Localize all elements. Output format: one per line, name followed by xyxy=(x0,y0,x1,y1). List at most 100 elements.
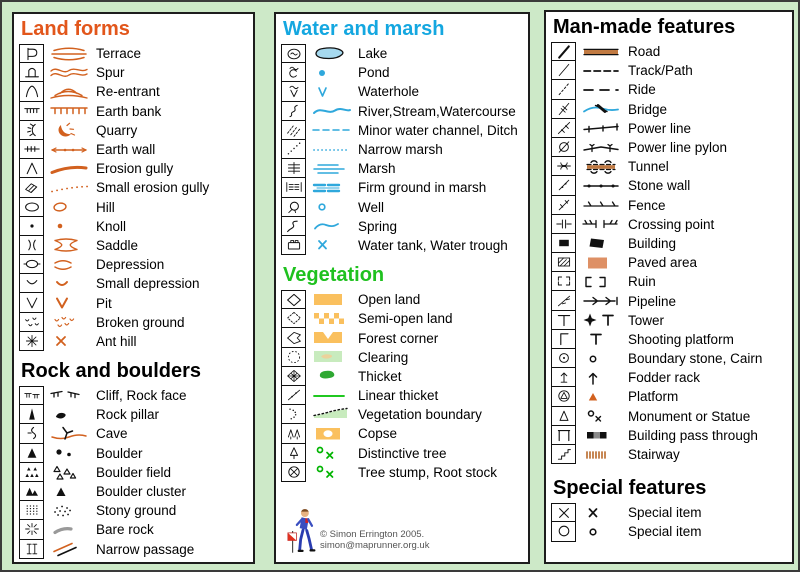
legend-row-forest-corner: Forest corner xyxy=(281,328,524,348)
quarry-symbol-icon xyxy=(47,120,91,140)
narrow-passage-symbol-icon xyxy=(47,539,91,559)
section-title-water-and-marsh: Water and marsh xyxy=(283,18,445,40)
linear-thicket-control-icon xyxy=(281,386,306,406)
boulder-control-icon xyxy=(19,443,44,463)
boulder-field-symbol-icon xyxy=(47,462,91,482)
legend-row-tree-stump: Tree stump, Root stock xyxy=(281,462,524,482)
pond-control-icon xyxy=(281,63,306,83)
small-erosion-gully-symbol-icon xyxy=(47,178,91,198)
legend-label-quarry: Quarry xyxy=(96,122,138,138)
legend-label-boulder: Boulder xyxy=(96,445,143,461)
panel-water-vegetation: Water and marsh Lake Pond Waterhole River,St… xyxy=(274,12,530,564)
legend-row-broken-ground: Broken ground xyxy=(19,312,249,332)
legend-label-small-depression: Small depression xyxy=(96,276,200,292)
cliff-control-icon xyxy=(19,386,44,406)
road-control-icon xyxy=(551,42,576,62)
legend-label-earth-bank: Earth bank xyxy=(96,103,162,119)
legend-row-pond: Pond xyxy=(281,63,524,83)
building-control-icon xyxy=(551,233,576,254)
legend-row-cave: Cave xyxy=(19,424,249,444)
legend-label-tower: Tower xyxy=(628,312,665,328)
legend-label-platform: Platform xyxy=(628,389,679,405)
stone-wall-symbol-icon xyxy=(579,176,623,196)
legend-row-special-x: Special item xyxy=(551,503,788,523)
legend-row-thicket: Thicket xyxy=(281,366,524,386)
clearing-control-icon xyxy=(281,347,306,367)
panel-land-rock-sections: Land forms Terrace Spur Re-entrant Earth ban… xyxy=(19,18,249,559)
road-symbol-icon xyxy=(579,42,623,62)
ant-hill-symbol-icon xyxy=(47,331,91,351)
legend-label-broken-ground: Broken ground xyxy=(96,314,185,330)
legend-label-minor-water-channel: Minor water channel, Ditch xyxy=(358,122,518,138)
legend-row-fodder-rack: Fodder rack xyxy=(551,368,788,388)
legend-row-track-path: Track/Path xyxy=(551,61,788,81)
broken-ground-control-icon xyxy=(19,312,44,332)
legend-label-pipeline: Pipeline xyxy=(628,293,677,309)
legend-label-fence: Fence xyxy=(628,197,666,213)
ruin-control-icon xyxy=(551,272,576,292)
legend-label-marsh: Marsh xyxy=(358,161,396,177)
legend-label-clearing: Clearing xyxy=(358,349,409,365)
legend-row-minor-water-channel: Minor water channel, Ditch xyxy=(281,120,524,140)
earth-wall-control-icon xyxy=(19,139,44,160)
boulder-cluster-symbol-icon xyxy=(47,482,91,502)
legend-label-saddle: Saddle xyxy=(96,237,139,253)
open-land-control-icon xyxy=(281,290,306,310)
legend-row-paved-area: Paved area xyxy=(551,253,788,273)
erosion-gully-control-icon xyxy=(19,159,44,179)
paved-area-symbol-icon xyxy=(579,253,623,273)
stairway-control-icon xyxy=(551,444,576,465)
clearing-symbol-icon xyxy=(309,347,353,367)
cave-control-icon xyxy=(19,424,44,444)
depression-control-icon xyxy=(19,255,44,275)
terrace-symbol-icon xyxy=(47,44,91,64)
legend-label-power-line: Power line xyxy=(628,120,692,136)
legend-label-boulder-field: Boulder field xyxy=(96,464,172,480)
legend-label-ruin: Ruin xyxy=(628,274,656,290)
legend-label-fodder-rack: Fodder rack xyxy=(628,370,701,386)
legend-row-power-line: Power line xyxy=(551,118,788,138)
section-title-special-features: Special features xyxy=(553,477,707,500)
bare-rock-symbol-icon xyxy=(47,520,91,540)
section-title-land-forms: Land forms xyxy=(21,18,130,40)
crossing-point-control-icon xyxy=(551,214,576,234)
legend-row-special-o: Special item xyxy=(551,522,788,542)
lake-control-icon xyxy=(281,44,306,64)
legend-row-shooting-platform: Shooting platform xyxy=(551,329,788,349)
legend-row-hill: Hill xyxy=(19,197,249,217)
legend-row-vegetation-boundary: Vegetation boundary xyxy=(281,405,524,425)
legend-label-depression: Depression xyxy=(96,257,165,273)
legend-row-well: Well xyxy=(281,197,524,217)
platform-control-icon xyxy=(551,387,576,407)
bridge-symbol-icon xyxy=(579,99,623,119)
legend-row-reentrant: Re-entrant xyxy=(19,82,249,102)
legend-label-waterhole: Waterhole xyxy=(358,84,420,100)
narrow-passage-control-icon xyxy=(19,539,44,559)
stone-wall-control-icon xyxy=(551,176,576,196)
boulder-symbol-icon xyxy=(47,443,91,463)
track-path-control-icon xyxy=(551,61,576,81)
legend-row-power-line-pylon: Power line pylon xyxy=(551,137,788,158)
panel-land-rock: Land forms Terrace Spur Re-entrant Earth ban… xyxy=(12,12,255,564)
legend-row-tower: Tower xyxy=(551,310,788,330)
legend-label-spur: Spur xyxy=(96,65,125,81)
pit-control-icon xyxy=(19,293,44,313)
legend-label-bare-rock: Bare rock xyxy=(96,522,154,538)
legend-label-stairway: Stairway xyxy=(628,447,680,463)
monument-symbol-icon xyxy=(579,406,623,426)
legend-row-rock-pillar: Rock pillar xyxy=(19,405,249,425)
vegetation-boundary-symbol-icon xyxy=(309,405,353,425)
legend-row-terrace: Terrace xyxy=(19,44,249,64)
legend-row-tunnel: Tunnel xyxy=(551,157,788,177)
legend-row-boulder-field: Boulder field xyxy=(19,462,249,482)
pipeline-symbol-icon xyxy=(579,291,623,311)
copse-symbol-icon xyxy=(309,424,353,444)
legend-label-cliff: Cliff, Rock face xyxy=(96,388,187,404)
rock-pillar-control-icon xyxy=(19,405,44,425)
legend-row-open-land: Open land xyxy=(281,290,524,310)
special-o-symbol-icon xyxy=(579,522,623,542)
legend-row-small-depression: Small depression xyxy=(19,274,249,294)
thicket-symbol-icon xyxy=(309,366,353,386)
section-title-vegetation: Vegetation xyxy=(283,264,385,287)
legend-row-saddle: Saddle xyxy=(19,235,249,256)
